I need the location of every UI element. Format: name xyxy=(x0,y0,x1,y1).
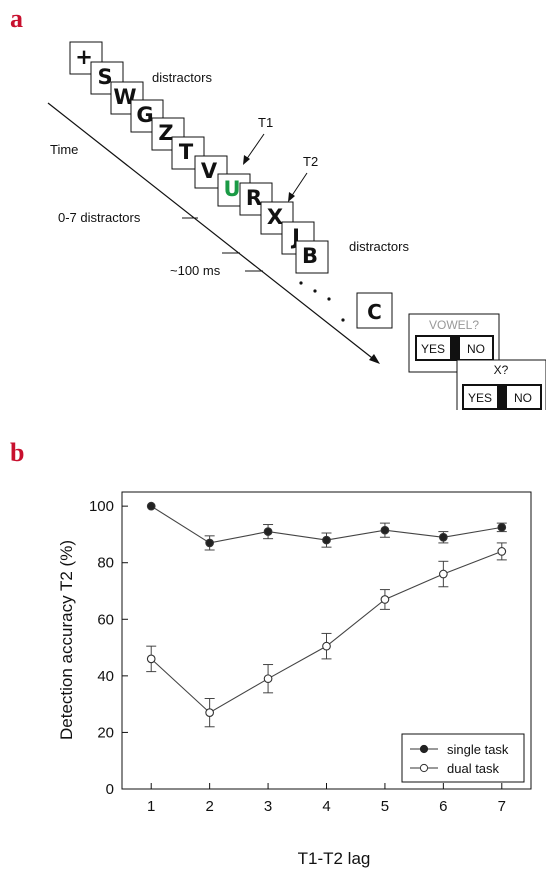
t1-arrow xyxy=(245,133,265,161)
panel-b-label: b xyxy=(10,438,25,467)
y-tick-label: 80 xyxy=(97,555,114,572)
time-label: Time xyxy=(50,142,78,157)
y-tick-label: 100 xyxy=(89,498,114,515)
t1-label: T1 xyxy=(258,115,273,130)
y-tick-label: 60 xyxy=(97,611,114,628)
stream-letter: T xyxy=(179,140,194,164)
question-box-x: X? YES NO xyxy=(456,359,546,410)
stream-letter: U xyxy=(223,177,240,201)
x-tick-label: 5 xyxy=(381,798,389,815)
stream-card: G xyxy=(130,99,164,133)
panel-a-label: a xyxy=(10,4,23,33)
series-group xyxy=(146,501,507,728)
y-tick-label: 40 xyxy=(97,668,114,685)
x-tick-label: 4 xyxy=(322,798,330,815)
data-point xyxy=(497,547,507,556)
final-letter: C xyxy=(367,300,382,324)
data-point xyxy=(205,708,214,717)
legend-marker-single xyxy=(419,744,429,754)
distractors-label-top: distractors xyxy=(152,70,212,85)
y-tick-label: 0 xyxy=(106,781,114,798)
data-point xyxy=(146,654,156,664)
question-vowel-no[interactable]: NO xyxy=(467,342,485,356)
question-x-yes[interactable]: YES xyxy=(468,391,492,405)
stream-letter: S xyxy=(97,65,112,89)
data-point xyxy=(322,535,331,545)
x-axis-label: T1-T2 lag xyxy=(298,849,371,868)
question-x-prompt: X? xyxy=(494,363,509,377)
stream-card: V xyxy=(194,155,228,189)
stream-letter: G xyxy=(136,103,153,127)
x-tick-label: 7 xyxy=(498,798,506,815)
y-tick-label: 20 xyxy=(97,724,114,741)
t1-arrow-head xyxy=(243,155,250,165)
data-point xyxy=(380,525,390,535)
x-axis-ticks: 1 2 3 4 5 6 7 xyxy=(147,783,506,815)
data-point xyxy=(497,523,507,532)
t2-arrow-head xyxy=(288,192,295,202)
legend-label-single: single task xyxy=(447,742,509,757)
distractors-label-bottom: distractors xyxy=(349,239,409,254)
stream-letter: + xyxy=(75,45,93,69)
data-point xyxy=(263,674,273,684)
final-card: C xyxy=(356,292,393,329)
stream-letter: J xyxy=(290,225,300,249)
x-tick-label: 6 xyxy=(439,798,447,815)
legend-marker-dual xyxy=(419,763,429,773)
stream-letter: R xyxy=(246,186,262,210)
question-vowel-prompt: VOWEL? xyxy=(429,318,479,332)
accuracy-chart: 0 20 40 60 80 100 1 2 3 4 5 6 7 Detection accuracy … xyxy=(57,491,532,868)
range-label: 0-7 distractors xyxy=(58,210,141,225)
legend-box xyxy=(401,733,525,783)
stream-card: B xyxy=(295,240,329,274)
x-tick-label: 1 xyxy=(147,798,155,815)
data-point xyxy=(146,501,156,511)
stream-letter: Z xyxy=(158,121,173,145)
x-tick-label: 3 xyxy=(264,798,272,815)
y-axis-ticks: 0 20 40 60 80 100 xyxy=(89,498,128,798)
stream-letter: V xyxy=(201,159,218,183)
data-point xyxy=(322,641,331,651)
legend: single task dual task xyxy=(401,733,525,783)
data-point xyxy=(439,532,448,542)
t2-label: T2 xyxy=(303,154,318,169)
duration-label: ~100 ms xyxy=(170,263,221,278)
legend-label-dual: dual task xyxy=(447,761,500,776)
x-tick-label: 2 xyxy=(205,798,213,815)
t2-arrow xyxy=(290,172,308,198)
data-point xyxy=(380,595,390,604)
series-single-task xyxy=(146,501,507,551)
data-point xyxy=(439,569,448,579)
series-line xyxy=(150,550,502,714)
stream-card: X xyxy=(260,201,294,235)
stream-letter: B xyxy=(302,244,318,268)
question-x-no[interactable]: NO xyxy=(514,391,532,405)
data-point xyxy=(263,527,273,536)
question-vowel-yes[interactable]: YES xyxy=(421,342,445,356)
ellipsis-dots xyxy=(299,281,345,322)
stream-letter: X xyxy=(267,205,283,229)
y-axis-label: Detection accuracy T2 (%) xyxy=(57,540,76,740)
time-arrow-head xyxy=(369,354,380,364)
series-dual-task xyxy=(146,542,507,728)
time-arrow-line xyxy=(47,102,377,362)
data-point xyxy=(205,538,214,548)
stream-card: S xyxy=(90,61,124,95)
